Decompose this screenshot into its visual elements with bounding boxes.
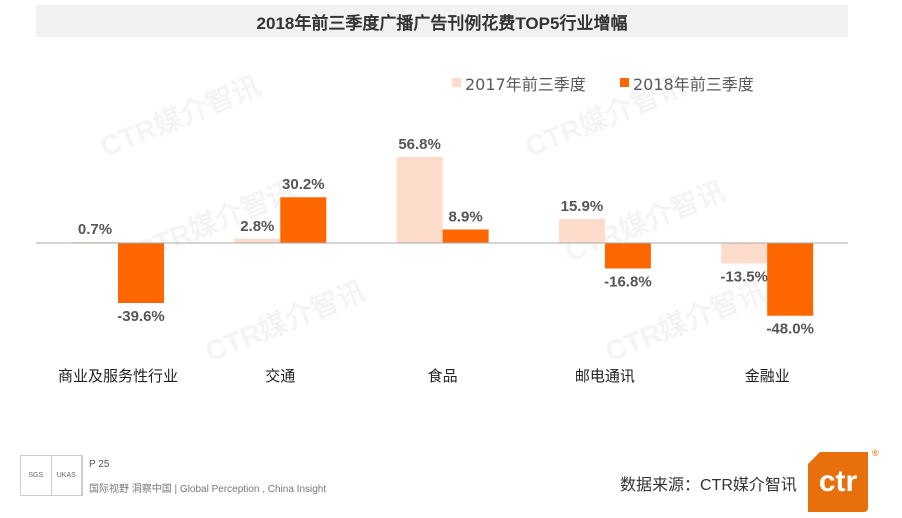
legend-swatch-2018 xyxy=(620,78,629,87)
registered-mark: ® xyxy=(872,448,879,458)
data-label: -48.0% xyxy=(766,321,814,338)
data-label: 30.2% xyxy=(282,176,325,193)
category-label: 商业及服务性行业 xyxy=(58,367,178,385)
legend-label: 2017年前三季度 xyxy=(465,75,586,94)
legend-label: 2018年前三季度 xyxy=(633,75,754,94)
data-label: -13.5% xyxy=(720,268,768,285)
ukas-cert-icon: UKAS xyxy=(52,456,82,495)
category-label: 金融业 xyxy=(745,367,790,385)
certification-logos: SGS UKAS xyxy=(20,455,83,496)
chart-title: 2018年前三季度广播广告刊例花费TOP5行业增幅 xyxy=(256,13,628,33)
data-label: 8.9% xyxy=(448,209,482,226)
data-label: 56.8% xyxy=(398,136,441,153)
tagline: 国际视野 洞察中国 | Global Perception , China In… xyxy=(89,484,327,495)
bar-2017 xyxy=(558,218,605,243)
data-label: 2.8% xyxy=(240,218,274,235)
category-label: 食品 xyxy=(428,367,458,385)
legend-swatch-2017 xyxy=(452,78,461,87)
title-bar: 2018年前三季度广播广告刊例花费TOP5行业增幅 xyxy=(36,5,848,37)
bar-2018 xyxy=(767,243,814,316)
bar-2017 xyxy=(396,156,443,243)
bar-2017 xyxy=(72,241,118,243)
data-label: -16.8% xyxy=(604,273,652,290)
category-label: 邮电通讯 xyxy=(575,367,635,385)
data-label: -39.6% xyxy=(117,308,165,325)
bar-2018 xyxy=(280,197,327,243)
bar-2017 xyxy=(721,243,768,264)
page-number: P 25 xyxy=(89,459,110,470)
bar-2018 xyxy=(118,243,164,303)
sgs-cert-icon: SGS xyxy=(21,456,52,495)
bar-2018 xyxy=(604,243,651,269)
bar-2017 xyxy=(234,238,281,243)
data-label: 15.9% xyxy=(561,198,604,215)
ctr-logo: ctr xyxy=(808,452,868,512)
data-source: 数据来源：CTR媒介智讯 xyxy=(620,477,797,494)
category-label: 交通 xyxy=(265,367,295,385)
bar-2018 xyxy=(442,229,489,243)
data-label: 0.7% xyxy=(78,221,112,238)
